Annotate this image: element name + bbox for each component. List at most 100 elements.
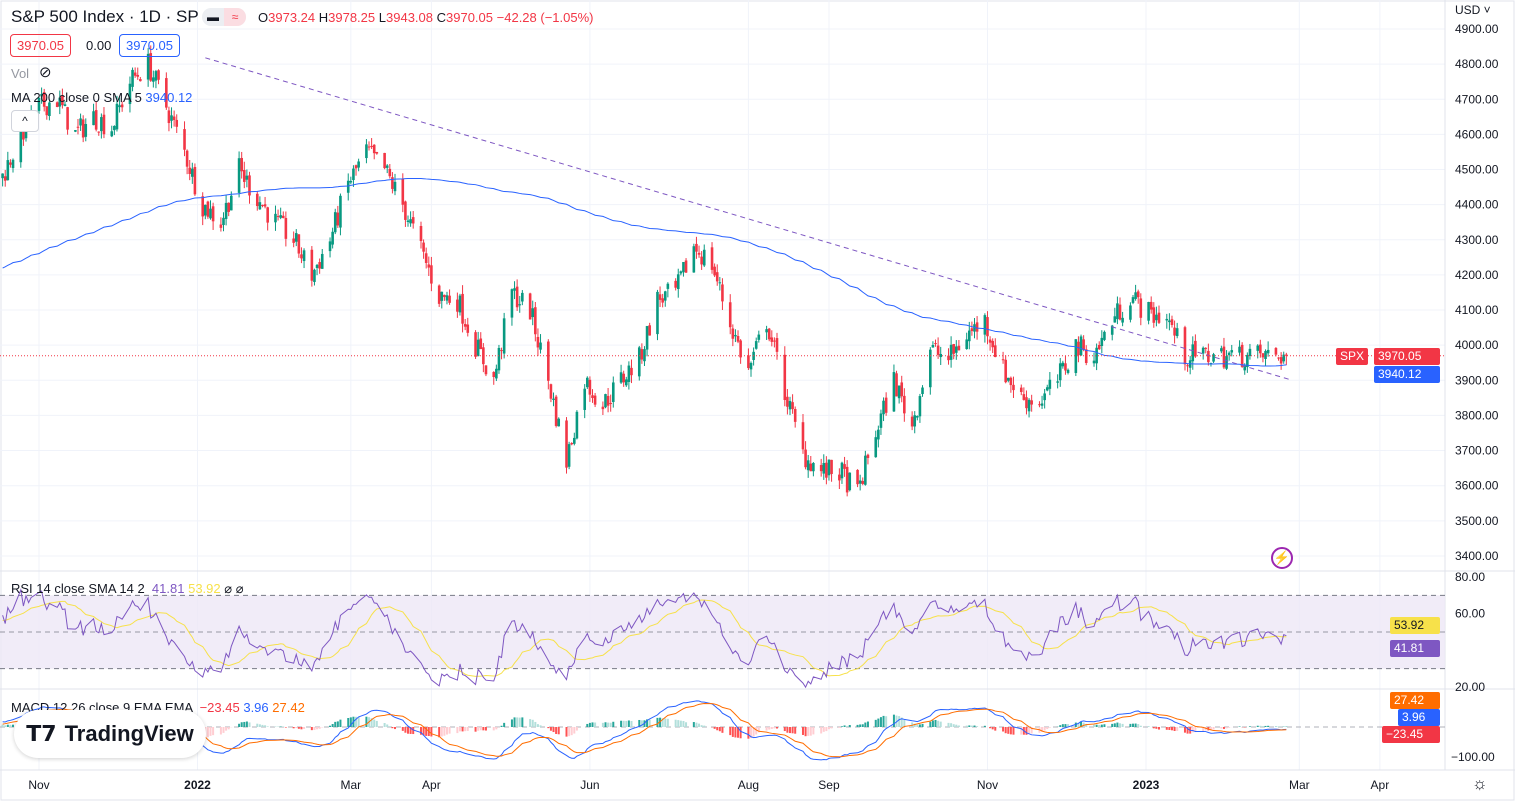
macd-histogram-bar — [718, 727, 721, 732]
macd-histogram-bar — [9, 724, 12, 727]
lightning-icon[interactable]: ⚡ — [1271, 547, 1293, 569]
macd-histogram-bar — [807, 727, 810, 736]
macd-histogram-bar — [479, 727, 482, 731]
bar-mode-icon[interactable]: ▬ — [207, 10, 219, 24]
macd-histogram-bar — [401, 727, 404, 731]
candle-body — [409, 219, 412, 224]
candle-body — [1025, 397, 1028, 409]
candle-body — [128, 83, 132, 105]
candle-body — [136, 74, 140, 77]
macd-histogram-bar — [316, 727, 319, 730]
candle-body — [604, 394, 607, 408]
candle-body — [81, 119, 85, 138]
time-tick-label: Sep — [818, 778, 840, 792]
macd-histogram-bar — [1100, 724, 1103, 727]
macd-histogram-bar — [646, 719, 649, 727]
tradingview-logo[interactable]: 𝗧𝟳 TradingView — [14, 710, 206, 758]
macd-histogram-bar — [695, 722, 698, 727]
candle-body — [770, 337, 774, 342]
hidden-eye-icon[interactable]: ⊘ — [39, 64, 52, 81]
macd-histogram-bar — [238, 723, 241, 727]
macd-histogram-bar — [1209, 727, 1212, 731]
candle-body — [183, 129, 186, 150]
rsi-legend[interactable]: RSI 14 close SMA 14 2 41.81 53.92 ⌀ ⌀ — [11, 581, 244, 596]
candle-body — [1274, 348, 1278, 355]
candle-body — [949, 344, 953, 360]
macd-histogram-bar — [227, 727, 230, 730]
candle-body — [583, 388, 587, 410]
macd-histogram-bar — [913, 723, 916, 727]
sell-button[interactable]: 3970.05 — [10, 34, 71, 57]
candle-body — [910, 416, 914, 427]
macd-histogram-bar — [425, 727, 428, 736]
candle-body — [1001, 359, 1005, 361]
macd-histogram-bar — [1121, 723, 1124, 727]
candle-body — [320, 253, 324, 269]
candle-body — [1118, 304, 1122, 320]
candle-body — [165, 78, 168, 108]
macd-line — [2, 700, 1287, 761]
macd-histogram-bar — [295, 727, 298, 729]
candle-body — [279, 215, 282, 218]
candle-body — [9, 162, 12, 165]
candle-body — [133, 72, 137, 76]
macd-histogram-bar — [859, 724, 862, 727]
macd-histogram-bar — [568, 727, 571, 737]
candle-body — [609, 403, 612, 405]
macd-histogram-bar — [968, 725, 971, 727]
candle-body — [1077, 341, 1080, 356]
candle-body — [61, 95, 64, 106]
candle-body — [682, 262, 685, 273]
macd-histogram-bar — [318, 727, 321, 729]
macd-histogram-bar — [801, 727, 804, 735]
candle-body — [952, 344, 956, 354]
candle-body — [988, 339, 992, 343]
candle-body — [79, 118, 82, 126]
candle-body — [495, 368, 498, 379]
macd-histogram-bar — [703, 725, 706, 727]
macd-histogram-bar — [1139, 725, 1142, 727]
candle-body — [45, 106, 49, 116]
symbol-title[interactable]: S&P 500 Index · 1D · SP — [11, 7, 199, 26]
candle-body — [1279, 357, 1283, 364]
price-tick-label: 4100.00 — [1455, 303, 1499, 317]
candle-body — [266, 207, 269, 223]
candle-body — [1168, 320, 1171, 323]
macd-histogram-bar — [931, 720, 934, 727]
macd-histogram-bar — [911, 722, 914, 727]
macd-histogram-bar — [812, 727, 815, 735]
currency-selector[interactable]: USD ˅ — [1455, 3, 1491, 17]
candle-body — [63, 104, 67, 107]
ma-legend[interactable]: MA 200 close 0 SMA 5 3940.12 — [11, 90, 193, 105]
candle-body — [406, 220, 410, 222]
candle-body — [643, 349, 646, 362]
candle-body — [1157, 312, 1161, 323]
candle-body — [1038, 404, 1041, 406]
macd-histogram-bar — [677, 720, 680, 727]
macd-histogram-bar — [549, 727, 552, 731]
line-mode-icon[interactable]: ≈ — [224, 8, 246, 26]
candle-body — [591, 395, 594, 399]
candle-body — [131, 69, 134, 87]
chart-mode-toggle[interactable]: ▬ ≈ — [202, 8, 246, 26]
candle-body — [536, 336, 540, 348]
collapse-legend-button[interactable]: ^ — [11, 110, 39, 132]
macd-histogram-bar — [1064, 724, 1067, 727]
macd-histogram-bar — [877, 718, 880, 727]
candle-body — [967, 330, 971, 342]
candle-body — [1256, 345, 1260, 351]
volume-legend[interactable]: Vol — [11, 66, 30, 81]
macd-histogram-bar — [947, 722, 950, 727]
candle-body — [219, 224, 223, 228]
candle-body — [957, 345, 961, 351]
candle-body — [339, 195, 342, 228]
settings-gear-icon[interactable]: ☼ — [1472, 774, 1488, 793]
candle-body — [297, 234, 301, 254]
candle-body — [684, 260, 688, 273]
candle-body — [661, 298, 664, 303]
macd-histogram-bar — [1041, 727, 1044, 732]
buy-button[interactable]: 3970.05 — [119, 34, 180, 57]
candle-body — [502, 318, 506, 354]
time-tick-label: Nov — [977, 778, 998, 792]
